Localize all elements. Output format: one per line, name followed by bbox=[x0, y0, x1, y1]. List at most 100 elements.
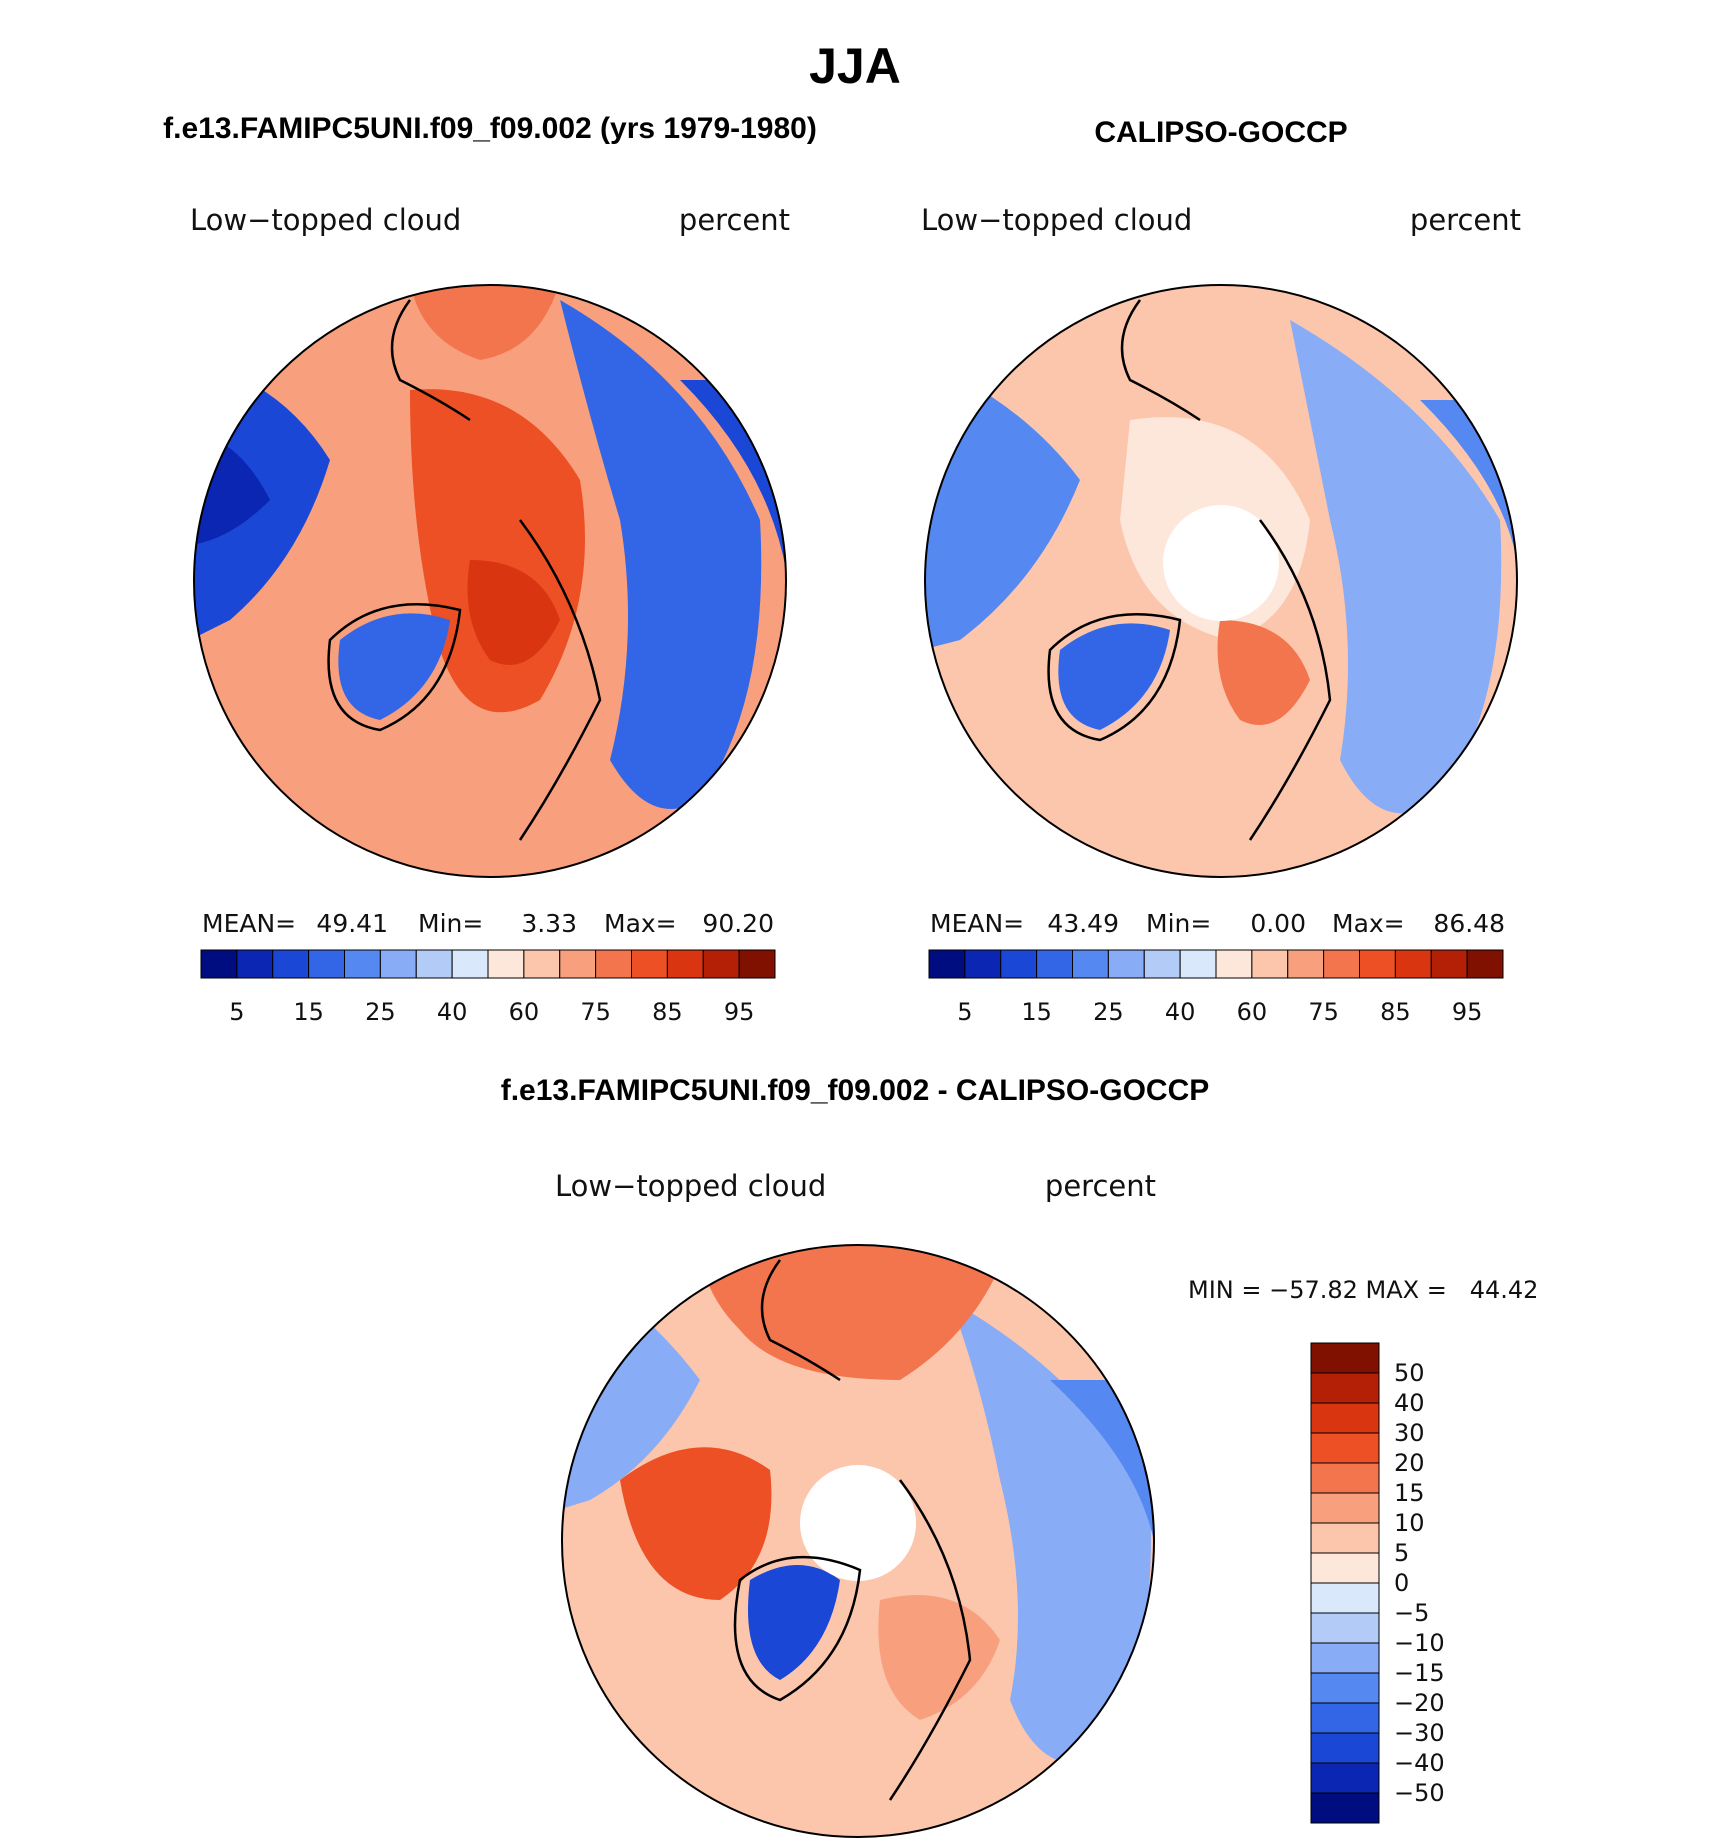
obs-colorbar-swatch bbox=[1251, 949, 1289, 979]
obs-colorbar-tick-label: 15 bbox=[1021, 998, 1052, 1026]
difference-colorbar-swatch bbox=[1310, 1732, 1380, 1764]
model-colorbar-swatch bbox=[451, 949, 489, 979]
obs-colorbar-swatch bbox=[928, 949, 966, 979]
difference-colorbar-swatch bbox=[1310, 1492, 1380, 1524]
difference-colorbar-tick-label: 10 bbox=[1394, 1509, 1425, 1537]
model-colorbar-swatch bbox=[666, 949, 704, 979]
model-colorbar-tick-label: 25 bbox=[365, 998, 396, 1026]
difference-colorbar-swatch bbox=[1310, 1792, 1380, 1824]
difference-colorbar-swatch bbox=[1310, 1612, 1380, 1644]
obs-colorbar-swatch bbox=[1107, 949, 1145, 979]
model-max-value: 90.20 bbox=[702, 909, 774, 938]
model-polar-map bbox=[193, 284, 787, 878]
obs-colorbar-swatch bbox=[1466, 949, 1504, 979]
model-min-label: Min= bbox=[418, 909, 483, 938]
obs-colorbar-swatch bbox=[1287, 949, 1325, 979]
difference-colorbar-tick-label: −30 bbox=[1394, 1719, 1445, 1747]
obs-coastline-greenland bbox=[1047, 613, 1182, 742]
obs-low-cloud-region-east bbox=[1290, 320, 1502, 814]
diff-missing-data-hole bbox=[800, 1465, 916, 1581]
model-units-label: percent bbox=[679, 203, 790, 237]
obs-colorbar-tick-label: 75 bbox=[1308, 998, 1339, 1026]
obs-colorbar-swatch bbox=[1359, 949, 1396, 979]
obs-colorbar-swatch bbox=[964, 949, 1002, 979]
model-top-high bbox=[410, 285, 560, 360]
model-min-value: 3.33 bbox=[521, 909, 577, 938]
diff-negative-east bbox=[950, 1300, 1151, 1764]
obs-min-value: 0.00 bbox=[1250, 909, 1306, 938]
model-colorbar-tick-label: 75 bbox=[580, 998, 611, 1026]
model-coastline-eurasia bbox=[518, 519, 602, 841]
difference-colorbar-swatch bbox=[1310, 1702, 1380, 1734]
obs-colorbar-tick-label: 85 bbox=[1380, 998, 1411, 1026]
model-max-label: Max= bbox=[604, 909, 677, 938]
obs-mean-label: MEAN= bbox=[930, 909, 1024, 938]
model-colorbar-swatch bbox=[415, 949, 453, 979]
difference-colorbar-tick-label: 15 bbox=[1394, 1479, 1425, 1507]
model-greenland-low bbox=[338, 613, 450, 720]
model-colorbar: 5 15 25 40 60 75 85 95 bbox=[200, 949, 776, 1026]
obs-colorbar-tick-label: 60 bbox=[1237, 998, 1268, 1026]
model-mean-label: MEAN= bbox=[202, 909, 296, 938]
difference-colorbar-swatch bbox=[1310, 1582, 1380, 1614]
model-colorbar-swatch bbox=[308, 949, 345, 979]
difference-colorbar-swatch bbox=[1310, 1402, 1380, 1434]
difference-colorbar-tick-label: −10 bbox=[1394, 1629, 1445, 1657]
obs-colorbar-tick-label: 95 bbox=[1452, 998, 1483, 1026]
model-colorbar-swatch bbox=[595, 949, 632, 979]
obs-stats: MEAN= 43.49 Min= 0.00 Max= 86.48 bbox=[930, 909, 1505, 938]
difference-colorbar-tick-label: 50 bbox=[1394, 1359, 1425, 1387]
diff-greenland-negative bbox=[748, 1565, 840, 1680]
difference-colorbar-tick-label: 20 bbox=[1394, 1449, 1425, 1477]
diff-coastline-greenland bbox=[733, 1555, 862, 1702]
obs-colorbar-swatch bbox=[1394, 949, 1432, 979]
model-variable-label: Low−topped cloud bbox=[190, 203, 461, 237]
obs-colorbar-swatch bbox=[1215, 949, 1253, 979]
model-colorbar-tick-label: 85 bbox=[652, 998, 683, 1026]
model-colorbar-swatch bbox=[523, 949, 561, 979]
obs-colorbar-swatch bbox=[1000, 949, 1038, 979]
model-colorbar-tick-label: 95 bbox=[724, 998, 755, 1026]
difference-polar-map bbox=[561, 1244, 1155, 1838]
obs-colorbar-swatch bbox=[1143, 949, 1181, 979]
difference-colorbar-tick-label: −15 bbox=[1394, 1659, 1445, 1687]
diff-positive-north bbox=[700, 1245, 1010, 1380]
model-colorbar-swatch bbox=[702, 949, 740, 979]
difference-colorbar-tick-label: 30 bbox=[1394, 1419, 1425, 1447]
model-colorbar-swatch bbox=[272, 949, 310, 979]
difference-colorbar-tick-label: −40 bbox=[1394, 1749, 1445, 1777]
model-colorbar-swatch bbox=[738, 949, 776, 979]
model-colorbar-swatch bbox=[344, 949, 381, 979]
obs-low-cloud-region-east-deep bbox=[1420, 400, 1517, 800]
difference-colorbar-swatch bbox=[1310, 1432, 1380, 1464]
difference-colorbar-tick-label: 5 bbox=[1394, 1539, 1409, 1567]
model-colorbar-swatch bbox=[379, 949, 417, 979]
obs-colorbar-swatch bbox=[1036, 949, 1073, 979]
model-colorbar-tick-label: 15 bbox=[293, 998, 324, 1026]
obs-mean-value: 43.49 bbox=[1047, 909, 1119, 938]
model-colorbar-swatch bbox=[236, 949, 274, 979]
model-panel-heading: f.e13.FAMIPC5UNI.f09_f09.002 (yrs 1979-1… bbox=[163, 112, 817, 145]
difference-colorbar-swatch bbox=[1310, 1762, 1380, 1794]
obs-colorbar-swatch bbox=[1072, 949, 1109, 979]
difference-colorbar-tick-label: 40 bbox=[1394, 1389, 1425, 1417]
diff-coastline-america bbox=[760, 1259, 841, 1382]
obs-missing-data-hole bbox=[1163, 505, 1279, 621]
difference-colorbar-swatch bbox=[1310, 1522, 1380, 1554]
difference-colorbar-swatch bbox=[1310, 1642, 1380, 1674]
season-title: JJA bbox=[809, 38, 901, 94]
obs-colorbar-tick-label: 40 bbox=[1165, 998, 1196, 1026]
model-colorbar-swatch bbox=[559, 949, 597, 979]
obs-high-cloud-band bbox=[1217, 620, 1310, 725]
difference-colorbar-swatch bbox=[1310, 1672, 1380, 1704]
obs-colorbar: 5 15 25 40 60 75 85 95 bbox=[928, 949, 1504, 1026]
obs-colorbar-swatch bbox=[1179, 949, 1217, 979]
difference-colorbar-tick-label: −20 bbox=[1394, 1689, 1445, 1717]
obs-variable-label: Low−topped cloud bbox=[921, 203, 1192, 237]
difference-colorbar-swatch bbox=[1310, 1372, 1380, 1404]
difference-heading: f.e13.FAMIPC5UNI.f09_f09.002 - CALIPSO-G… bbox=[501, 1074, 1210, 1107]
diff-negative-east-deep bbox=[1050, 1380, 1154, 1760]
obs-coastline-eurasia bbox=[1248, 519, 1332, 841]
model-colorbar-tick-label: 5 bbox=[229, 998, 244, 1026]
obs-min-label: Min= bbox=[1146, 909, 1211, 938]
